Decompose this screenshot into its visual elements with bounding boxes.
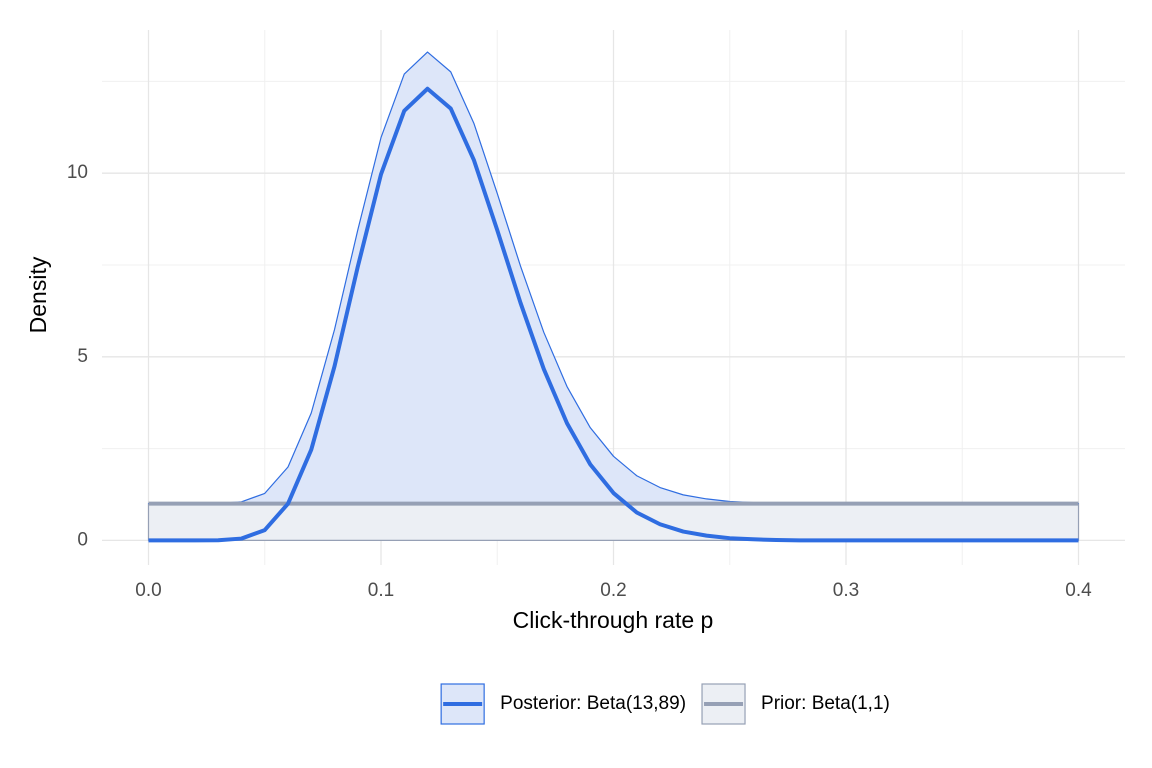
x-tick-label: 0.0 — [135, 580, 161, 601]
x-tick-label: 0.3 — [833, 580, 859, 601]
y-tick-label: 5 — [77, 346, 88, 367]
line — [148, 86, 1079, 543]
y-tick-label: 0 — [77, 529, 88, 550]
x-tick-label: 0.4 — [1065, 580, 1092, 601]
legend-label: Posterior: Beta(13,89) — [500, 693, 686, 714]
plot-area — [147, 51, 1080, 543]
x-tick-label: 0.2 — [600, 580, 626, 601]
legend-item: Posterior: Beta(13,89) — [440, 683, 686, 725]
area — [147, 503, 1080, 541]
legend: Posterior: Beta(13,89) Prior: Beta(1,1) — [440, 683, 890, 725]
x-axis-title: Click-through rate p — [513, 607, 714, 633]
legend-label: Prior: Beta(1,1) — [761, 693, 890, 714]
x-tick-label: 0.1 — [368, 580, 394, 601]
y-axis-title: Density — [25, 256, 51, 333]
y-tick-label: 10 — [67, 162, 88, 183]
legend-item: Prior: Beta(1,1) — [701, 683, 890, 725]
